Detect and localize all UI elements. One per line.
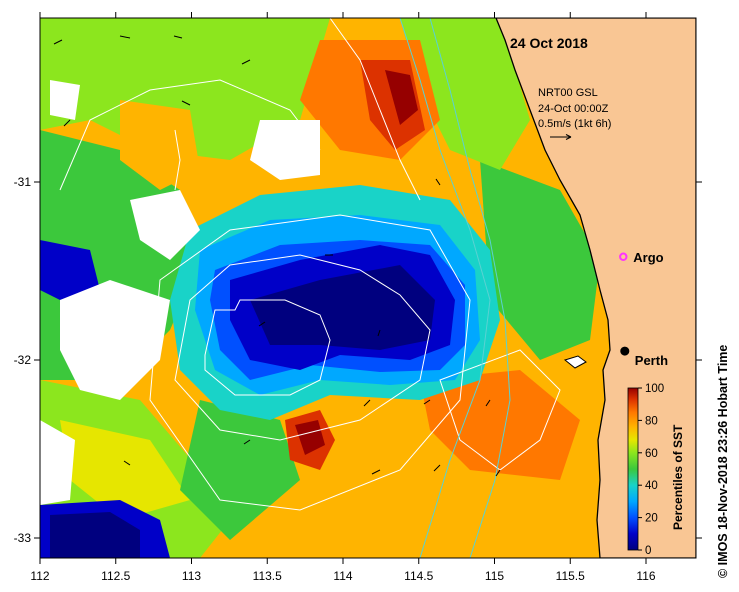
sst-patch-green-s xyxy=(180,400,300,540)
longitude-axis: 112 112.5 113 113.5 114 114.5 115 115.5 116 xyxy=(30,12,656,583)
lon-tick-label: 115 xyxy=(485,569,504,583)
current-vector xyxy=(371,469,381,475)
contour-middle xyxy=(174,254,431,441)
current-vector xyxy=(433,464,441,472)
sst-patch-green-shelf xyxy=(480,160,600,360)
lon-tick-label: 115.5 xyxy=(556,569,585,583)
sst-patch-orange-nw xyxy=(120,100,200,190)
date-title: 24 Oct 2018 xyxy=(510,35,588,51)
contour-north xyxy=(59,79,321,191)
contour-ne xyxy=(329,18,421,201)
contour-outer xyxy=(149,214,471,511)
sst-patch-darkred-n xyxy=(385,70,418,125)
sst-contours xyxy=(59,18,561,511)
isobath-mid xyxy=(429,18,511,558)
sst-patch-blue-w xyxy=(40,240,100,300)
lon-tick-label: 113.5 xyxy=(253,569,282,583)
current-vector xyxy=(173,35,183,39)
current-vector xyxy=(495,469,501,477)
current-vector xyxy=(63,119,71,127)
contour-inner xyxy=(204,299,331,396)
lon-tick-label: 114.5 xyxy=(404,569,433,583)
rottnest-island xyxy=(563,355,587,369)
current-vector xyxy=(258,321,266,327)
latitude-axis: -31 -32 -33 xyxy=(14,175,702,545)
lon-tick-label: 116 xyxy=(636,569,655,583)
lon-tick-label: 112 xyxy=(30,569,49,583)
vector-scale-label: 0.5m/s (1kt 6h) xyxy=(538,118,611,130)
place-markers: Argo Perth xyxy=(619,250,668,368)
place-label: Argo xyxy=(633,250,663,265)
sst-patch-yellow-sw xyxy=(60,420,190,520)
product-time: 24-Oct 00:00Z xyxy=(538,103,609,115)
lon-tick-label: 112.5 xyxy=(101,569,130,583)
contour-north-2 xyxy=(174,129,181,191)
colorbar-tick-label: 40 xyxy=(645,480,658,492)
vector-scale-arrow xyxy=(550,134,572,140)
isobath-deep xyxy=(399,18,491,558)
lat-tick-label: -31 xyxy=(14,175,32,189)
sst-patch-green-ne xyxy=(400,18,530,170)
colorbar-tick-label: 60 xyxy=(645,448,658,460)
cloud-gap-nw xyxy=(130,190,200,260)
colorbar-tick-label: 20 xyxy=(645,513,658,525)
cloud-gap-n xyxy=(250,120,320,180)
sst-eddy-core xyxy=(250,265,435,350)
current-vector xyxy=(119,35,131,39)
current-vector xyxy=(243,439,251,445)
current-vectors xyxy=(53,35,501,477)
current-vector xyxy=(423,399,431,405)
colorbar xyxy=(627,387,639,551)
contour-shelf xyxy=(439,349,561,471)
current-vector xyxy=(53,39,63,45)
cloud-gap-west xyxy=(60,280,170,400)
cloud-gap-far-nw xyxy=(50,80,80,120)
current-vector xyxy=(377,329,381,337)
copyright-text: © IMOS 18-Nov-2018 23:26 Hobart Time xyxy=(716,345,730,578)
lat-tick-label: -33 xyxy=(14,531,32,545)
place-label: Perth xyxy=(635,353,668,368)
isobaths xyxy=(399,18,511,558)
cloud-gap-sw xyxy=(40,420,75,505)
land-western-australia xyxy=(495,18,696,558)
lon-tick-label: 114 xyxy=(333,569,352,583)
argo-float-marker xyxy=(619,252,628,261)
colorbar-tick-label: 0 xyxy=(645,545,651,557)
sst-patch-green-nw xyxy=(40,18,330,160)
current-vector xyxy=(241,59,251,65)
colorbar-tick-label: 80 xyxy=(645,415,658,427)
sst-patch-navy-sw xyxy=(50,512,140,558)
current-vector xyxy=(363,399,371,407)
current-vector xyxy=(123,460,131,466)
current-vector xyxy=(485,399,491,407)
perth-city-dot xyxy=(620,346,630,356)
current-vector xyxy=(435,178,441,186)
product-name: NRT00 GSL xyxy=(538,87,598,99)
lon-tick-label: 113 xyxy=(182,569,201,583)
sst-warm-core-s xyxy=(295,420,325,455)
lat-tick-label: -32 xyxy=(14,353,32,367)
colorbar-tick-label: 100 xyxy=(645,383,664,395)
colorbar-ticks: 0 20 40 60 80 100 xyxy=(638,383,664,557)
map-frame xyxy=(39,17,697,559)
colorbar-label: Percentiles of SST xyxy=(671,424,685,530)
current-vector xyxy=(181,100,191,106)
